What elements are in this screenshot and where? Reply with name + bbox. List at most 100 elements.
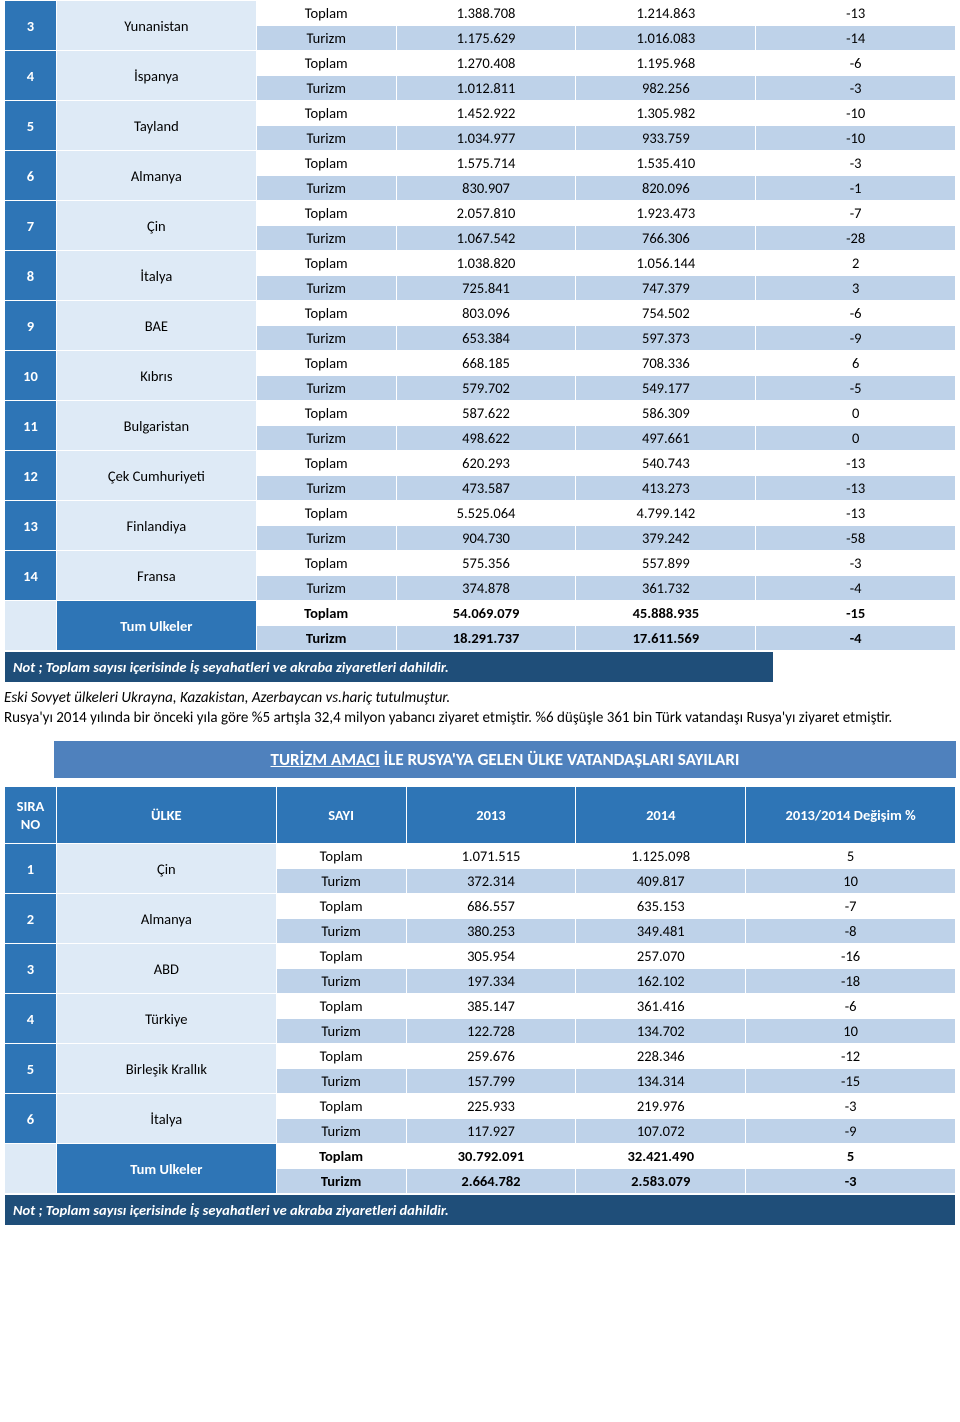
label-turizm: Turizm bbox=[276, 1169, 406, 1194]
val-2013: 385.147 bbox=[406, 994, 576, 1019]
val-2014: 228.346 bbox=[576, 1044, 746, 1069]
val-pct: -3 bbox=[746, 1169, 956, 1194]
label-turizm: Turizm bbox=[256, 126, 396, 151]
incoming-table: SIRA NO ÜLKE SAYI 2013 2014 2013/2014 De… bbox=[4, 786, 956, 1194]
label-turizm: Turizm bbox=[256, 476, 396, 501]
val-2014: 413.273 bbox=[576, 476, 756, 501]
val-2014: 134.702 bbox=[576, 1019, 746, 1044]
rank-cell: 13 bbox=[5, 501, 57, 551]
val-pct: -5 bbox=[756, 376, 956, 401]
label-turizm: Turizm bbox=[256, 626, 396, 651]
val-2014: 162.102 bbox=[576, 969, 746, 994]
label-toplam: Toplam bbox=[256, 251, 396, 276]
country-cell: Almanya bbox=[56, 894, 276, 944]
val-pct: -8 bbox=[746, 919, 956, 944]
val-2014: 597.373 bbox=[576, 326, 756, 351]
hdr-ulke: ÜLKE bbox=[56, 787, 276, 844]
val-pct: -3 bbox=[746, 1094, 956, 1119]
val-2014: 933.759 bbox=[576, 126, 756, 151]
title-underline: TURİZM AMACI bbox=[271, 749, 380, 770]
val-2014: 379.242 bbox=[576, 526, 756, 551]
val-2013: 1.270.408 bbox=[396, 51, 576, 76]
country-cell: Çek Cumhuriyeti bbox=[56, 451, 256, 501]
val-2013: 725.841 bbox=[396, 276, 576, 301]
val-2013: 1.012.811 bbox=[396, 76, 576, 101]
para-italic: Eski Sovyet ülkeleri Ukrayna, Kazakistan… bbox=[4, 689, 956, 707]
val-pct: -7 bbox=[746, 894, 956, 919]
table1-note: Not ; Toplam sayısı içerisinde İş seyaha… bbox=[4, 651, 774, 683]
label-turizm: Turizm bbox=[276, 919, 406, 944]
val-2013: 1.388.708 bbox=[396, 1, 576, 26]
rank-cell: 6 bbox=[5, 1094, 57, 1144]
val-pct: -4 bbox=[756, 576, 956, 601]
val-2014: 1.125.098 bbox=[576, 844, 746, 869]
val-pct: -13 bbox=[756, 476, 956, 501]
val-2013: 30.792.091 bbox=[406, 1144, 576, 1169]
label-toplam: Toplam bbox=[256, 101, 396, 126]
country-cell: Finlandiya bbox=[56, 501, 256, 551]
val-2013: 225.933 bbox=[406, 1094, 576, 1119]
rank-cell: 9 bbox=[5, 301, 57, 351]
rank-cell: 4 bbox=[5, 994, 57, 1044]
val-pct: -6 bbox=[756, 51, 956, 76]
val-pct: 10 bbox=[746, 1019, 956, 1044]
val-pct: -13 bbox=[756, 451, 956, 476]
val-2013: 575.356 bbox=[396, 551, 576, 576]
label-toplam: Toplam bbox=[256, 451, 396, 476]
val-pct: -13 bbox=[756, 501, 956, 526]
val-2013: 372.314 bbox=[406, 869, 576, 894]
val-pct: -15 bbox=[746, 1069, 956, 1094]
country-cell: Kıbrıs bbox=[56, 351, 256, 401]
val-2013: 157.799 bbox=[406, 1069, 576, 1094]
val-pct: 0 bbox=[756, 401, 956, 426]
label-toplam: Toplam bbox=[276, 1144, 406, 1169]
val-pct: -1 bbox=[756, 176, 956, 201]
val-pct: -4 bbox=[756, 626, 956, 651]
para-normal: Rusya'yı 2014 yılında bir önceki yıla gö… bbox=[4, 709, 956, 727]
val-2014: 32.421.490 bbox=[576, 1144, 746, 1169]
country-cell: Çin bbox=[56, 201, 256, 251]
label-toplam: Toplam bbox=[256, 51, 396, 76]
val-pct: -10 bbox=[756, 101, 956, 126]
rank-cell: 10 bbox=[5, 351, 57, 401]
label-toplam: Toplam bbox=[276, 894, 406, 919]
country-cell: Almanya bbox=[56, 151, 256, 201]
val-2014: 540.743 bbox=[576, 451, 756, 476]
rank-cell: 3 bbox=[5, 1, 57, 51]
val-2013: 1.034.977 bbox=[396, 126, 576, 151]
table2-note: Not ; Toplam sayısı içerisinde İş seyaha… bbox=[4, 1194, 956, 1226]
val-2013: 2.057.810 bbox=[396, 201, 576, 226]
val-2014: 257.070 bbox=[576, 944, 746, 969]
val-2014: 45.888.935 bbox=[576, 601, 756, 626]
label-turizm: Turizm bbox=[276, 1019, 406, 1044]
val-2014: 219.976 bbox=[576, 1094, 746, 1119]
rank-cell: 1 bbox=[5, 844, 57, 894]
hdr-sira: SIRA NO bbox=[5, 787, 57, 844]
val-2014: 708.336 bbox=[576, 351, 756, 376]
label-turizm: Turizm bbox=[276, 1069, 406, 1094]
val-pct: -14 bbox=[756, 26, 956, 51]
val-2013: 1.038.820 bbox=[396, 251, 576, 276]
country-cell: İspanya bbox=[56, 51, 256, 101]
label-toplam: Toplam bbox=[276, 944, 406, 969]
rank-cell: 11 bbox=[5, 401, 57, 451]
val-pct: 3 bbox=[756, 276, 956, 301]
country-cell: Yunanistan bbox=[56, 1, 256, 51]
hdr-sayi: SAYI bbox=[276, 787, 406, 844]
rank-cell: 8 bbox=[5, 251, 57, 301]
val-2013: 686.557 bbox=[406, 894, 576, 919]
val-2013: 830.907 bbox=[396, 176, 576, 201]
val-pct: -3 bbox=[756, 551, 956, 576]
val-pct: -6 bbox=[756, 301, 956, 326]
val-2013: 653.384 bbox=[396, 326, 576, 351]
label-toplam: Toplam bbox=[256, 201, 396, 226]
val-2013: 380.253 bbox=[406, 919, 576, 944]
val-pct: 5 bbox=[746, 844, 956, 869]
val-pct: -15 bbox=[756, 601, 956, 626]
val-2013: 1.175.629 bbox=[396, 26, 576, 51]
country-cell: İtalya bbox=[56, 1094, 276, 1144]
val-2013: 122.728 bbox=[406, 1019, 576, 1044]
val-2014: 361.732 bbox=[576, 576, 756, 601]
val-2014: 349.481 bbox=[576, 919, 746, 944]
val-pct: -7 bbox=[756, 201, 956, 226]
